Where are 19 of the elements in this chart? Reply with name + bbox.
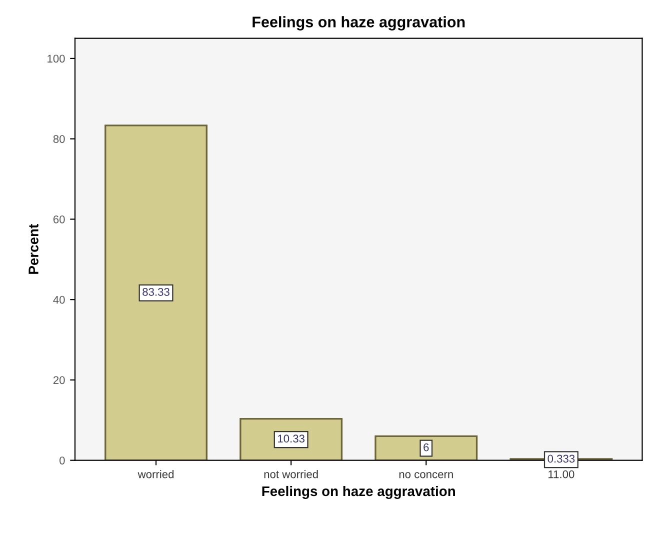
x-axis-title: Feelings on haze aggravation	[262, 486, 455, 499]
data-label: 6	[424, 443, 429, 452]
y-tick-label: 80	[53, 135, 65, 143]
bar	[104, 124, 208, 460]
y-tick-label: 0	[60, 456, 65, 464]
data-label: 83.33	[142, 288, 170, 296]
x-tick-label: 11.00	[548, 470, 574, 478]
chart-title: Feelings on haze aggravation	[252, 16, 465, 30]
x-tick-label: not worried	[264, 470, 318, 478]
y-tick-label: 40	[53, 296, 65, 304]
x-tick-label: worried	[138, 470, 174, 478]
y-tick-label: 100	[48, 54, 65, 63]
data-label: 0.333	[548, 454, 575, 463]
y-tick-label: 60	[53, 215, 65, 224]
y-tick-label: 20	[53, 376, 65, 384]
data-label: 10.33	[278, 434, 304, 443]
y-axis-title: Percent	[28, 224, 38, 274]
x-tick-label: no concern	[399, 472, 453, 478]
bar	[374, 435, 478, 460]
